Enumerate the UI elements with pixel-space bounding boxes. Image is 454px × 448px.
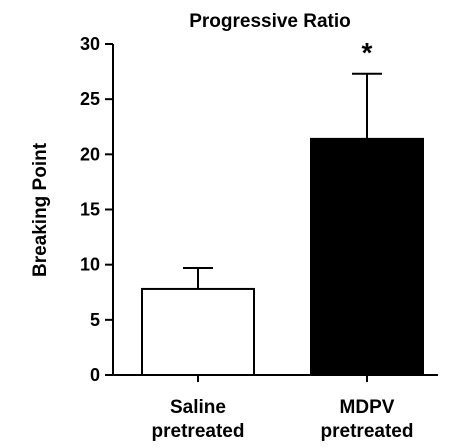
error-bars [183, 72, 382, 289]
y-tick-label-20: 20 [80, 144, 100, 164]
x-tick-label-0-1: pretreated [152, 421, 245, 442]
y-tick-label-15: 15 [80, 200, 100, 220]
bar-1 [310, 137, 424, 376]
y-tick-label-30: 30 [80, 34, 100, 54]
y-ticks: 0 5 10 15 20 25 30 [80, 34, 113, 385]
y-tick-label-5: 5 [90, 310, 100, 330]
bar-0 [141, 287, 255, 376]
annotations: * [362, 37, 373, 68]
x-category-labels: Saline pretreated MDPV pretreated [152, 397, 414, 442]
y-axis-label: Breaking Point [30, 142, 51, 277]
chart-title: Progressive Ratio [189, 11, 351, 32]
x-tick-label-0-0: Saline [170, 397, 226, 418]
x-tick-label-1-0: MDPV [340, 397, 395, 418]
y-tick-label-10: 10 [80, 255, 100, 275]
x-tick-label-1-1: pretreated [321, 421, 414, 442]
bars [141, 137, 424, 376]
y-tick-label-0: 0 [90, 365, 100, 385]
significance-marker-1: * [362, 37, 373, 68]
y-tick-label-25: 25 [80, 89, 100, 109]
